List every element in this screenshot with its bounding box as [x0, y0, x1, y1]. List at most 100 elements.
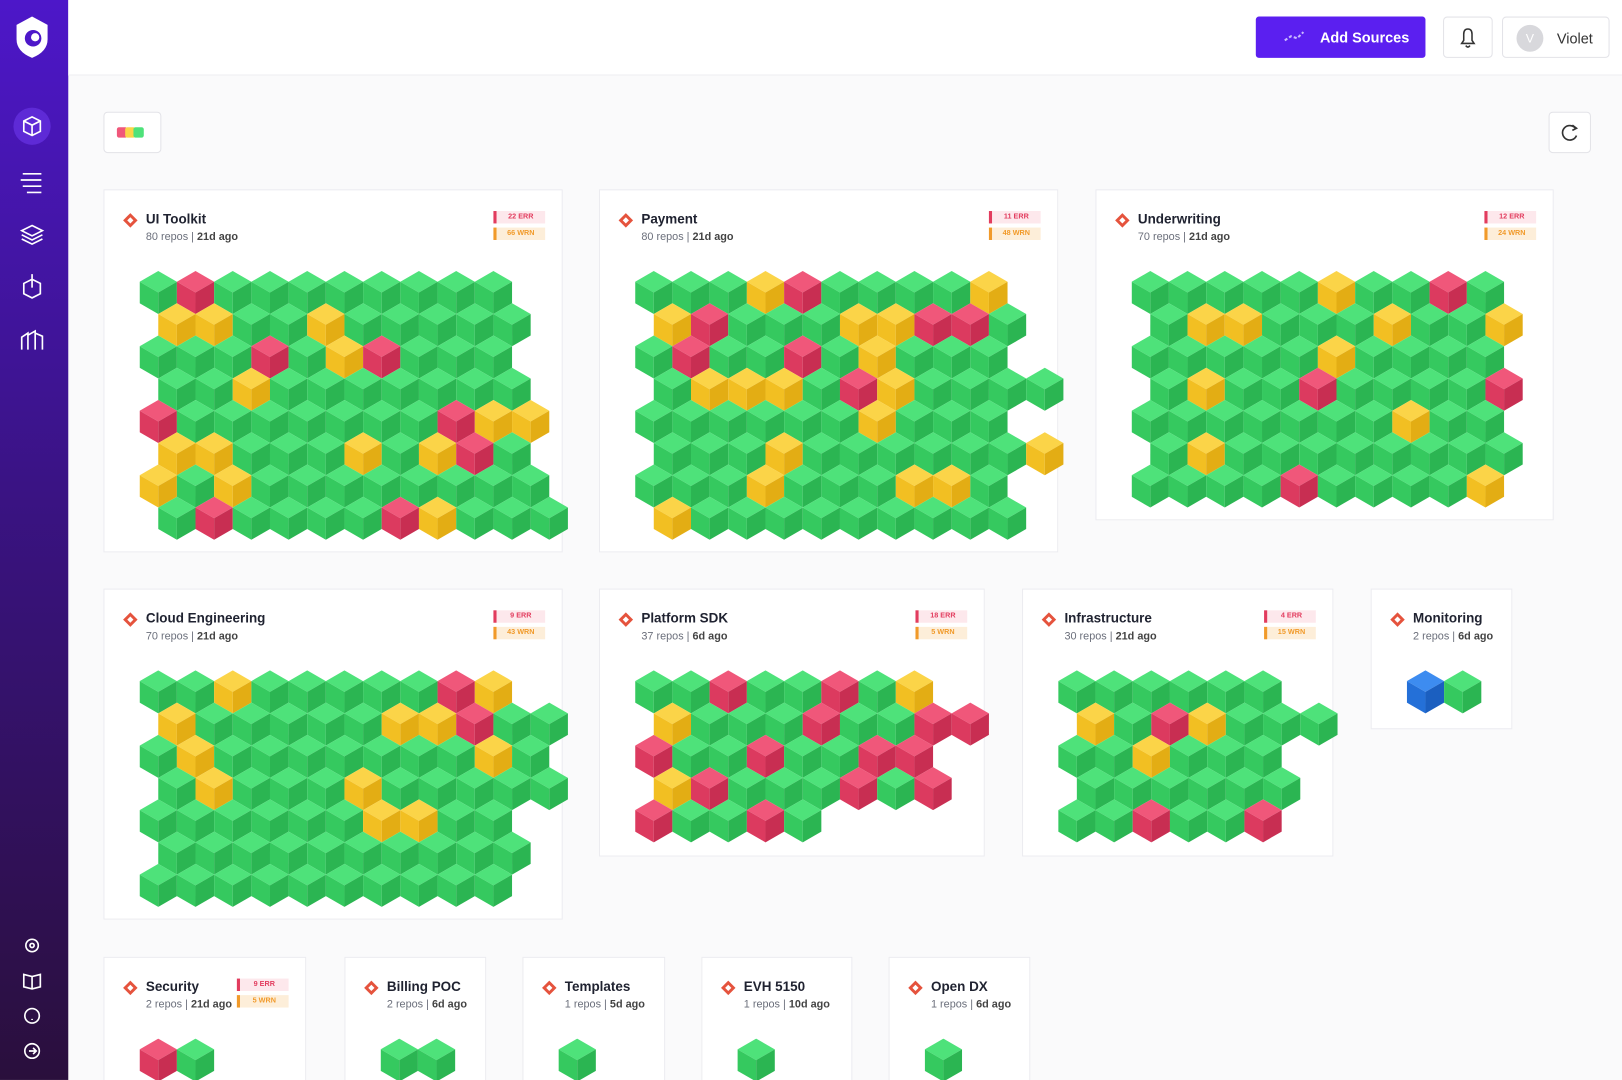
repo-cube[interactable]	[158, 432, 196, 476]
repo-cube[interactable]	[691, 496, 729, 540]
repo-cube[interactable]	[895, 734, 934, 778]
repo-cube[interactable]	[737, 1038, 775, 1080]
repo-cube[interactable]	[1263, 702, 1301, 746]
repo-cube[interactable]	[821, 400, 859, 444]
repo-cube[interactable]	[1131, 335, 1169, 379]
view-toggle[interactable]	[103, 111, 162, 154]
repo-cube[interactable]	[558, 1038, 596, 1080]
repo-cube[interactable]	[1429, 400, 1467, 444]
repo-cube[interactable]	[269, 367, 308, 411]
logo[interactable]	[16, 16, 48, 58]
repo-cube[interactable]	[691, 367, 729, 411]
repo-cube[interactable]	[1466, 335, 1505, 379]
repo-cube[interactable]	[1114, 702, 1152, 746]
repo-cube[interactable]	[765, 367, 803, 411]
repo-cube[interactable]	[251, 400, 289, 444]
repo-cube[interactable]	[1058, 799, 1096, 843]
repo-cube[interactable]	[802, 702, 840, 746]
repo-cube[interactable]	[1406, 670, 1445, 714]
repo-cube[interactable]	[158, 767, 196, 811]
repo-cube[interactable]	[746, 335, 785, 379]
repo-cube[interactable]	[728, 367, 766, 411]
repo-cube[interactable]	[400, 335, 438, 379]
repo-cube[interactable]	[493, 367, 531, 411]
group-card[interactable]: Templates 1 repos | 5d ago	[522, 956, 666, 1080]
repo-cube[interactable]	[307, 496, 345, 540]
repo-cube[interactable]	[970, 335, 1008, 379]
repo-cube[interactable]	[325, 335, 364, 379]
repo-cube[interactable]	[1132, 799, 1170, 843]
repo-cube[interactable]	[232, 303, 270, 347]
repo-cube[interactable]	[269, 767, 308, 811]
repo-cube[interactable]	[437, 335, 475, 379]
repo-cube[interactable]	[1224, 432, 1263, 476]
repo-cube[interactable]	[158, 702, 196, 746]
repo-cube[interactable]	[924, 1038, 963, 1080]
repo-cube[interactable]	[474, 400, 513, 444]
repo-cube[interactable]	[437, 734, 475, 778]
repo-cube[interactable]	[139, 335, 177, 379]
repo-cube[interactable]	[176, 1038, 215, 1080]
repo-cube[interactable]	[176, 799, 215, 843]
repo-cube[interactable]	[709, 670, 747, 714]
repo-cube[interactable]	[653, 303, 692, 347]
repo-cube[interactable]	[1448, 303, 1486, 347]
repo-cube[interactable]	[400, 400, 438, 444]
repo-cube[interactable]	[821, 734, 859, 778]
repo-cube[interactable]	[746, 799, 785, 843]
repo-cube[interactable]	[139, 400, 177, 444]
add-sources-button[interactable]: Add Sources	[1255, 16, 1426, 58]
repo-cube[interactable]	[437, 400, 475, 444]
repo-cube[interactable]	[728, 432, 766, 476]
repo-cube[interactable]	[1058, 670, 1096, 714]
repo-cube[interactable]	[672, 670, 710, 714]
repo-cube[interactable]	[784, 670, 822, 714]
repo-cube[interactable]	[1373, 303, 1411, 347]
repo-cube[interactable]	[858, 734, 896, 778]
repo-cube[interactable]	[765, 303, 803, 347]
repo-cube[interactable]	[269, 496, 308, 540]
repo-cube[interactable]	[344, 702, 382, 746]
repo-cube[interactable]	[1336, 303, 1374, 347]
repo-cube[interactable]	[456, 367, 494, 411]
repo-cube[interactable]	[1168, 464, 1207, 508]
repo-cube[interactable]	[746, 400, 785, 444]
repo-cube[interactable]	[635, 400, 673, 444]
repo-cube[interactable]	[1392, 335, 1430, 379]
repo-cube[interactable]	[232, 702, 270, 746]
repo-cube[interactable]	[914, 702, 952, 746]
repo-cube[interactable]	[914, 367, 952, 411]
repo-cube[interactable]	[456, 432, 494, 476]
repo-cube[interactable]	[363, 799, 401, 843]
repo-cube[interactable]	[1280, 335, 1318, 379]
repo-cube[interactable]	[251, 335, 289, 379]
repo-cube[interactable]	[214, 400, 252, 444]
repo-cube[interactable]	[195, 303, 233, 347]
repo-cube[interactable]	[418, 432, 457, 476]
repo-cube[interactable]	[139, 799, 177, 843]
repo-cube[interactable]	[784, 464, 822, 508]
repo-cube[interactable]	[877, 702, 915, 746]
repo-cube[interactable]	[418, 367, 457, 411]
repo-cube[interactable]	[381, 303, 419, 347]
repo-cube[interactable]	[418, 303, 457, 347]
repo-cube[interactable]	[914, 767, 952, 811]
repo-cube[interactable]	[1169, 799, 1208, 843]
repo-cube[interactable]	[232, 496, 270, 540]
repo-cube[interactable]	[672, 400, 710, 444]
repo-cube[interactable]	[765, 496, 803, 540]
repo-cube[interactable]	[269, 303, 308, 347]
repo-cube[interactable]	[344, 303, 382, 347]
group-card[interactable]: Infrastructure 30 repos | 21d ago 4 ERR 15 …	[1022, 588, 1338, 857]
repo-cube[interactable]	[691, 702, 729, 746]
repo-cube[interactable]	[914, 432, 952, 476]
repo-cube[interactable]	[512, 734, 550, 778]
repo-cube[interactable]	[418, 767, 457, 811]
repo-cube[interactable]	[195, 432, 233, 476]
repo-cube[interactable]	[512, 464, 550, 508]
repo-cube[interactable]	[1058, 734, 1096, 778]
repo-cube[interactable]	[363, 335, 401, 379]
repo-cube[interactable]	[635, 799, 673, 843]
repo-cube[interactable]	[214, 799, 252, 843]
repo-cube[interactable]	[344, 496, 382, 540]
